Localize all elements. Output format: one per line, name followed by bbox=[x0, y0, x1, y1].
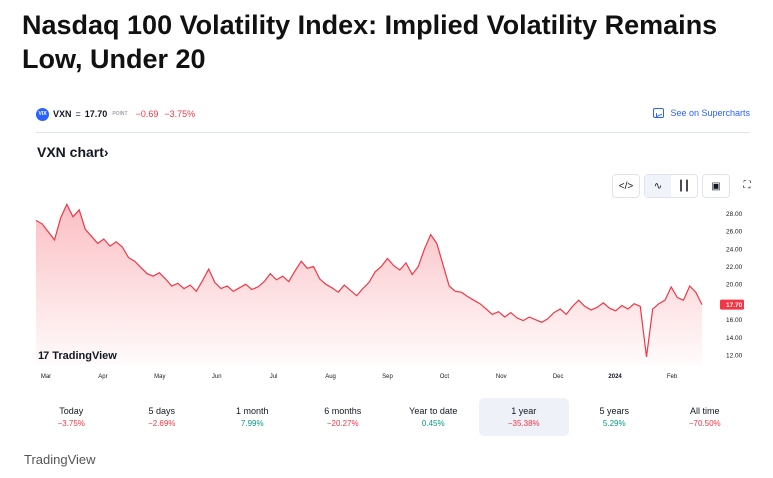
range-button[interactable]: Year to date 0.45% bbox=[388, 398, 479, 436]
range-button[interactable]: 5 days −2.69% bbox=[117, 398, 208, 436]
range-change: −20.27% bbox=[326, 419, 359, 428]
tradingview-widget: VIX VXN = 17.70 POINT −0.69 −3.75% See on… bbox=[26, 96, 751, 438]
x-tick-label: Mar bbox=[41, 374, 51, 380]
tradingview-mark-icon: 17 bbox=[38, 350, 49, 362]
range-change: −35.38% bbox=[507, 419, 540, 428]
vxn-area-chart[interactable]: 28.0026.0024.0022.0020.0018.0016.0014.00… bbox=[26, 196, 750, 382]
x-tick-label: Nov bbox=[496, 374, 507, 380]
x-tick-label: 2024 bbox=[608, 374, 622, 380]
range-label: All time bbox=[689, 406, 720, 416]
y-tick-label: 16.00 bbox=[726, 317, 743, 324]
x-tick-label: Jul bbox=[270, 374, 278, 380]
code-icon[interactable]: </> bbox=[618, 180, 634, 192]
range-button[interactable]: All time −70.50% bbox=[660, 398, 751, 436]
range-change: 0.45% bbox=[421, 419, 445, 428]
header-divider bbox=[36, 132, 750, 133]
y-tick-label: 24.00 bbox=[726, 246, 743, 253]
range-change: −2.69% bbox=[148, 419, 176, 428]
supercharts-icon bbox=[653, 108, 665, 118]
range-button[interactable]: 1 year −35.38% bbox=[478, 398, 569, 436]
range-label: 6 months bbox=[324, 406, 362, 416]
y-tick-label: 12.00 bbox=[726, 353, 743, 360]
x-tick-label: Apr bbox=[98, 374, 107, 380]
chart-title-link[interactable]: VXN chart› bbox=[37, 144, 109, 160]
last-value-badge bbox=[720, 299, 744, 310]
x-tick-label: Jun bbox=[212, 374, 222, 380]
see-on-supercharts-label: See on Supercharts bbox=[670, 108, 750, 118]
range-change: −3.75% bbox=[57, 419, 85, 428]
headline: Nasdaq 100 Volatility Index: Implied Vol… bbox=[22, 10, 718, 74]
candles-icon[interactable]: ┃┃ bbox=[677, 180, 691, 192]
range-label: Today bbox=[59, 406, 84, 416]
symbol-unit: POINT bbox=[112, 111, 128, 117]
range-button[interactable]: Today −3.75% bbox=[26, 398, 117, 436]
y-tick-label: 22.00 bbox=[726, 264, 743, 271]
x-tick-label: Feb bbox=[667, 374, 678, 380]
last-value-label: 17.70 bbox=[726, 302, 743, 309]
y-tick-label: 28.00 bbox=[726, 211, 743, 218]
range-button[interactable]: 1 month 7.99% bbox=[207, 398, 298, 436]
x-tick-label: Oct bbox=[440, 374, 450, 380]
footer-brand: TradingView bbox=[24, 452, 96, 467]
symbol-logo-icon: VIX bbox=[36, 107, 49, 121]
range-button[interactable]: 5 years 5.29% bbox=[569, 398, 660, 436]
symbol-change-pct: −3.75% bbox=[164, 109, 196, 119]
tradingview-chart-logo[interactable]: 17 TradingView bbox=[38, 350, 117, 362]
camera-icon[interactable]: ▣ bbox=[711, 180, 721, 192]
range-label: 1 month bbox=[235, 406, 269, 416]
x-tick-label: Aug bbox=[325, 374, 336, 380]
time-range-selector: Today −3.75% 5 days −2.69% 1 month 7.99% 6 mon… bbox=[26, 398, 750, 436]
range-change: 7.99% bbox=[240, 419, 264, 428]
symbol-equals: = bbox=[75, 109, 81, 119]
symbol-price: 17.70 bbox=[84, 109, 108, 119]
x-tick-label: May bbox=[154, 374, 165, 380]
range-change: 5.29% bbox=[602, 419, 626, 428]
range-label: 5 years bbox=[599, 406, 629, 416]
series-line bbox=[35, 203, 703, 357]
chart-toolbar: </> ∿ ┃┃ ▣ ⛶ bbox=[612, 174, 760, 198]
x-tick-label: Sep bbox=[382, 374, 393, 380]
x-tick-label: Dec bbox=[553, 374, 564, 380]
range-label: Year to date bbox=[409, 406, 458, 416]
range-change: −70.50% bbox=[688, 419, 721, 428]
symbol-name[interactable]: VXN bbox=[53, 109, 72, 119]
range-label: 1 year bbox=[511, 406, 537, 416]
symbol-info: VIX VXN = 17.70 POINT −0.69 −3.75% bbox=[36, 106, 195, 122]
y-tick-label: 14.00 bbox=[726, 335, 743, 342]
range-button[interactable]: 6 months −20.27% bbox=[298, 398, 389, 436]
fullscreen-icon[interactable]: ⛶ bbox=[743, 179, 751, 191]
y-tick-label: 26.00 bbox=[726, 229, 743, 236]
range-label: 5 days bbox=[148, 406, 176, 416]
area-chart-icon[interactable]: ∿ bbox=[645, 175, 671, 197]
symbol-change: −0.69 bbox=[135, 109, 159, 119]
tradingview-logo-text: TradingView bbox=[52, 350, 117, 362]
area-fill bbox=[36, 204, 702, 364]
see-on-supercharts-link[interactable]: See on Supercharts bbox=[653, 108, 750, 118]
y-tick-label: 20.00 bbox=[726, 282, 743, 289]
